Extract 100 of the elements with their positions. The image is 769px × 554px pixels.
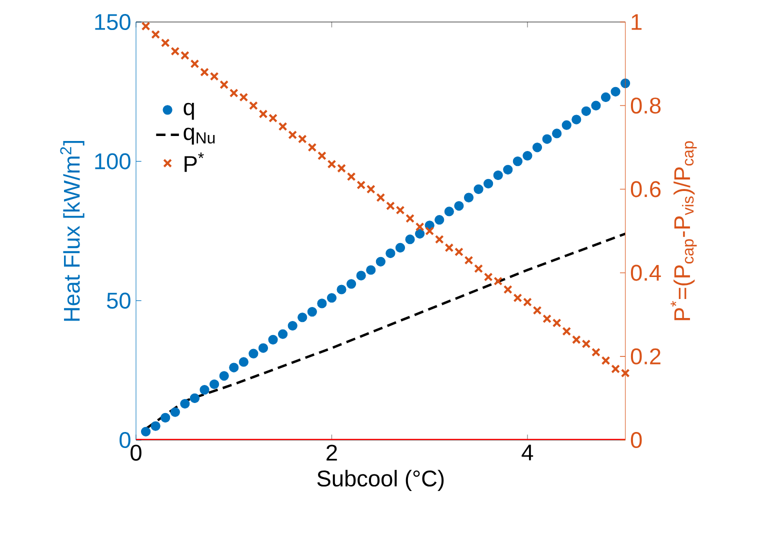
point (190, 393, 200, 403)
point (552, 128, 562, 138)
point (425, 226, 434, 236)
point (346, 279, 356, 289)
point (356, 270, 366, 280)
point (376, 193, 386, 202)
point (620, 368, 630, 378)
point (493, 170, 503, 180)
point (434, 215, 444, 225)
y2-tick-label: 0.4 (630, 264, 661, 281)
point (298, 312, 308, 322)
point (464, 256, 474, 265)
x-axis-title: Subcool (°C) (317, 470, 444, 492)
point (336, 284, 346, 294)
point (620, 78, 630, 88)
y-tick-label: 150 (95, 14, 130, 30)
point (160, 412, 170, 422)
point (327, 160, 336, 169)
point (444, 243, 454, 252)
point (220, 80, 229, 90)
point (200, 68, 209, 77)
point (209, 379, 220, 390)
x-tick-label: 2 (326, 444, 337, 461)
point (356, 180, 366, 190)
point (532, 306, 542, 315)
y2-tick-label: 0 (630, 432, 642, 448)
point (396, 206, 405, 215)
point (552, 318, 562, 328)
point (268, 334, 278, 344)
point (307, 307, 317, 317)
point (366, 184, 376, 194)
point (141, 22, 150, 31)
point (494, 276, 503, 286)
legend-label: P$^{*}$ (184, 152, 204, 172)
point (238, 357, 248, 367)
point (140, 426, 151, 436)
point (376, 256, 386, 266)
point (180, 398, 190, 409)
point (288, 320, 298, 331)
point (180, 50, 190, 60)
point (601, 356, 610, 366)
point (592, 348, 600, 357)
point (415, 228, 425, 239)
point (474, 264, 483, 274)
point (503, 285, 512, 294)
point (484, 272, 493, 282)
point (386, 248, 396, 258)
point (219, 371, 229, 381)
point (317, 298, 327, 308)
point (395, 242, 406, 253)
point (278, 329, 288, 339)
y2-axis-title: P$^{*}$=(P$_{cap}$-P$_{vis}$)/P$_{cap}$ (670, 141, 697, 320)
y-tick-label: 100 (95, 153, 130, 170)
point (454, 201, 464, 211)
point (190, 59, 200, 68)
point (572, 114, 582, 124)
point (248, 101, 258, 110)
point (503, 164, 513, 174)
point (513, 293, 522, 302)
point (523, 298, 532, 307)
point (229, 88, 238, 98)
point (210, 72, 219, 81)
point (288, 130, 298, 140)
point (484, 178, 494, 188)
point (308, 142, 317, 152)
point (298, 134, 307, 144)
point (454, 247, 464, 256)
y2-tick-label: 0.2 (630, 348, 660, 364)
point (229, 362, 239, 372)
point (562, 326, 572, 336)
point (170, 46, 180, 56)
point (444, 206, 454, 216)
legend-label: q (184, 102, 194, 120)
point (542, 134, 552, 144)
point (611, 364, 620, 374)
point (542, 314, 552, 324)
point (581, 106, 591, 116)
point (258, 343, 268, 353)
point (317, 151, 326, 160)
point (346, 172, 356, 182)
point (434, 234, 444, 244)
x-tick-label: 4 (522, 444, 534, 460)
point (150, 421, 160, 431)
y2-tick-label: 1 (632, 14, 642, 30)
point (200, 385, 210, 395)
point (562, 120, 572, 130)
point (239, 92, 248, 102)
y2-tick-label: 0.6 (630, 181, 661, 198)
point (600, 92, 611, 102)
point (406, 214, 414, 223)
point (464, 192, 474, 202)
point (258, 109, 268, 118)
point (278, 122, 288, 131)
y2-tick-label: 0.8 (630, 98, 661, 114)
point (512, 156, 522, 166)
point (337, 164, 346, 173)
point (582, 339, 591, 348)
y-tick-label: 50 (106, 292, 130, 309)
legend-label: q$_{Nu}$ (184, 128, 215, 145)
point (591, 100, 601, 110)
